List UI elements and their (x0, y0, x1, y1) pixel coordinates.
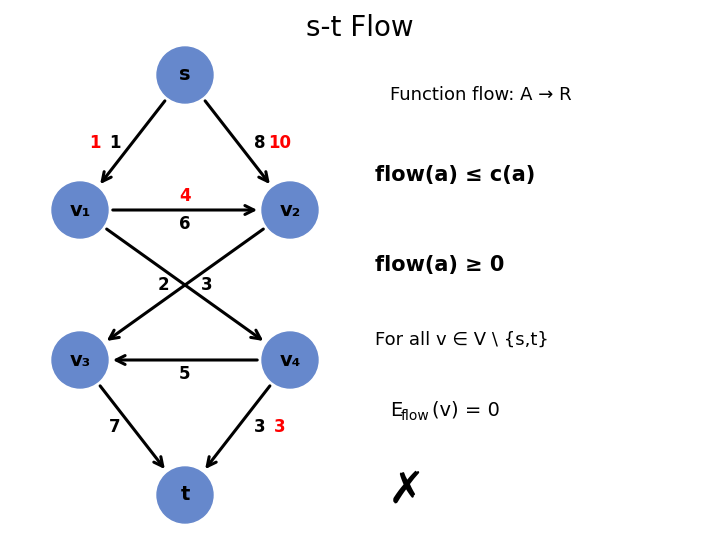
Text: v₃: v₃ (69, 350, 91, 369)
Text: ✗: ✗ (388, 469, 426, 511)
Circle shape (157, 47, 213, 103)
FancyArrowPatch shape (100, 386, 163, 467)
Text: 3: 3 (253, 418, 265, 436)
Text: 3: 3 (201, 276, 213, 294)
Text: 8: 8 (253, 133, 265, 152)
FancyArrowPatch shape (116, 355, 257, 364)
Text: 5: 5 (179, 365, 191, 383)
Text: v₂: v₂ (279, 200, 301, 219)
FancyArrowPatch shape (113, 206, 254, 214)
FancyArrowPatch shape (102, 101, 165, 181)
FancyArrowPatch shape (207, 386, 270, 467)
Text: 10: 10 (268, 133, 291, 152)
Text: v₄: v₄ (279, 350, 301, 369)
Text: 6: 6 (179, 215, 191, 233)
Circle shape (52, 182, 108, 238)
FancyArrowPatch shape (107, 229, 261, 339)
Text: 1: 1 (109, 133, 120, 152)
Text: flow: flow (401, 409, 430, 423)
Circle shape (262, 332, 318, 388)
Circle shape (262, 182, 318, 238)
Text: E: E (390, 401, 402, 420)
FancyArrowPatch shape (205, 101, 268, 181)
Text: s-t Flow: s-t Flow (306, 14, 414, 42)
Text: flow(a) ≥ 0: flow(a) ≥ 0 (375, 255, 505, 275)
Text: flow(a) ≤ c(a): flow(a) ≤ c(a) (375, 165, 535, 185)
Text: 7: 7 (109, 418, 120, 436)
Text: 4: 4 (179, 187, 191, 205)
FancyArrowPatch shape (109, 229, 264, 339)
Text: Function flow: A → R: Function flow: A → R (390, 86, 572, 104)
Text: For all v ∈ V \ {s,t}: For all v ∈ V \ {s,t} (375, 331, 549, 349)
Text: t: t (180, 485, 189, 504)
Text: s: s (179, 65, 191, 84)
Text: (v) = 0: (v) = 0 (432, 401, 500, 420)
Circle shape (52, 332, 108, 388)
Text: 3: 3 (274, 418, 285, 436)
Text: 2: 2 (157, 276, 168, 294)
Text: v₁: v₁ (69, 200, 91, 219)
Circle shape (157, 467, 213, 523)
Text: 1: 1 (89, 133, 100, 152)
